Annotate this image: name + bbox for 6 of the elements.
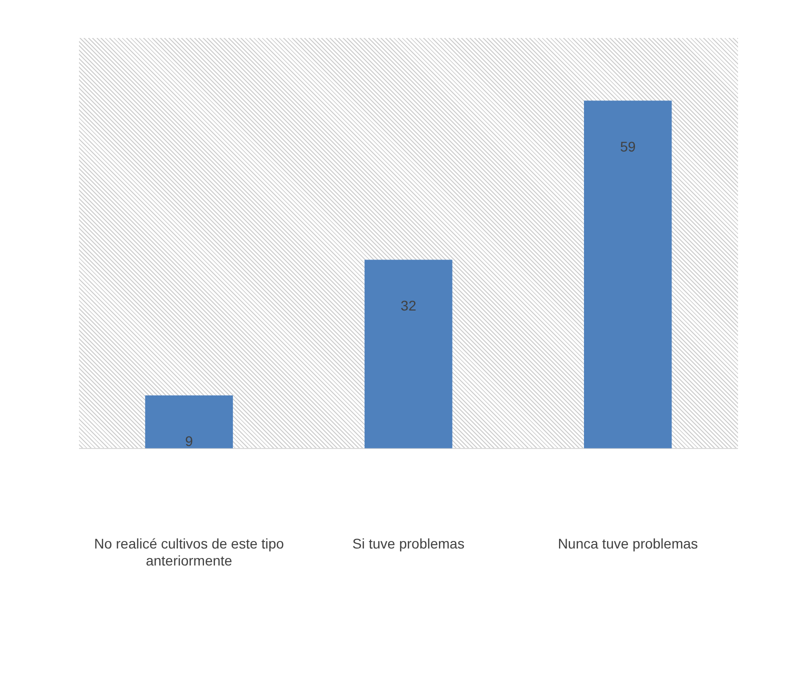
x-tick-label: Si tuve problemas	[352, 536, 464, 552]
x-tick-label: No realicé cultivos de este tipo anteriormente	[94, 536, 284, 568]
x-tick-label: Nunca tuve problemas	[558, 536, 698, 552]
data-label: 32	[400, 298, 416, 314]
data-label: 9	[185, 433, 194, 450]
data-label: 59	[620, 138, 636, 154]
